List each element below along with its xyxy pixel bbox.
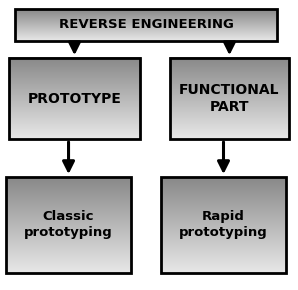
- Text: FUNCTIONAL
PART: FUNCTIONAL PART: [179, 83, 280, 114]
- Bar: [6, 177, 131, 273]
- Bar: [161, 177, 286, 273]
- Bar: [15, 9, 277, 41]
- Text: Rapid
prototyping: Rapid prototyping: [179, 210, 268, 239]
- Bar: [9, 58, 140, 139]
- Text: REVERSE ENGINEERING: REVERSE ENGINEERING: [59, 18, 233, 31]
- Bar: [170, 58, 289, 139]
- Text: PROTOTYPE: PROTOTYPE: [27, 92, 122, 106]
- Text: Classic
prototyping: Classic prototyping: [24, 210, 113, 239]
